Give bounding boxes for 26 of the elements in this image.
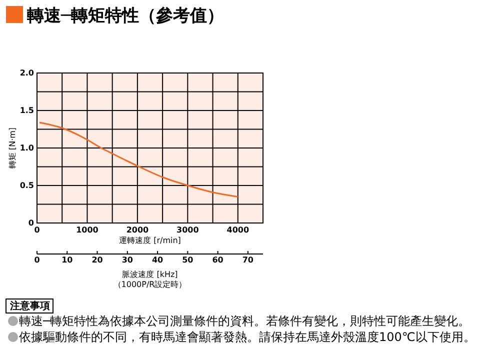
text: 注意事項 bbox=[9, 300, 50, 312]
x2-tick-label: 70 bbox=[242, 256, 254, 265]
x2-tick-label: 40 bbox=[152, 256, 164, 265]
x2-axis-title: 脈波速度 [kHz] （1000P/R設定時） bbox=[113, 270, 187, 289]
x-axis-title: 運轉速度 [r/min] bbox=[119, 236, 181, 245]
y-axis-title: 轉矩 [N·m] bbox=[8, 127, 17, 169]
y-tick-label: 0.5 bbox=[20, 181, 34, 190]
x2-tick-label: 60 bbox=[212, 256, 224, 265]
text: 轉速─轉矩特性為依據本公司測量條件的資料。若條件有變化，則特性可能產生變化。 bbox=[19, 314, 470, 328]
x-tick-label: 4000 bbox=[226, 226, 250, 235]
y-tick-label: 1.0 bbox=[20, 144, 34, 153]
chart-title: 轉速─轉矩特性（參考值） bbox=[26, 6, 224, 26]
x2-tick-label: 20 bbox=[92, 256, 104, 265]
x2-tick-label: 50 bbox=[182, 256, 194, 265]
x-tick-label: 0 bbox=[34, 226, 40, 235]
line-series bbox=[38, 122, 239, 198]
text: 依據驅動條件的不同，有時馬達會顯著發熱。請保持在馬達外殼溫度100℃以下使用。 bbox=[19, 330, 476, 344]
x2-tick-label: 30 bbox=[122, 256, 134, 265]
x-tick-label: 2000 bbox=[126, 226, 150, 235]
y-tick-label: 2.0 bbox=[20, 68, 34, 78]
x-tick-label: 1000 bbox=[76, 226, 99, 235]
y-tick-label: 0 bbox=[28, 218, 34, 228]
x-tick-label: 3000 bbox=[176, 226, 200, 235]
x2-tick-label: 0 bbox=[34, 256, 40, 265]
y-tick-label: 1.5 bbox=[20, 106, 34, 116]
x2-tick-label: 10 bbox=[62, 256, 74, 265]
